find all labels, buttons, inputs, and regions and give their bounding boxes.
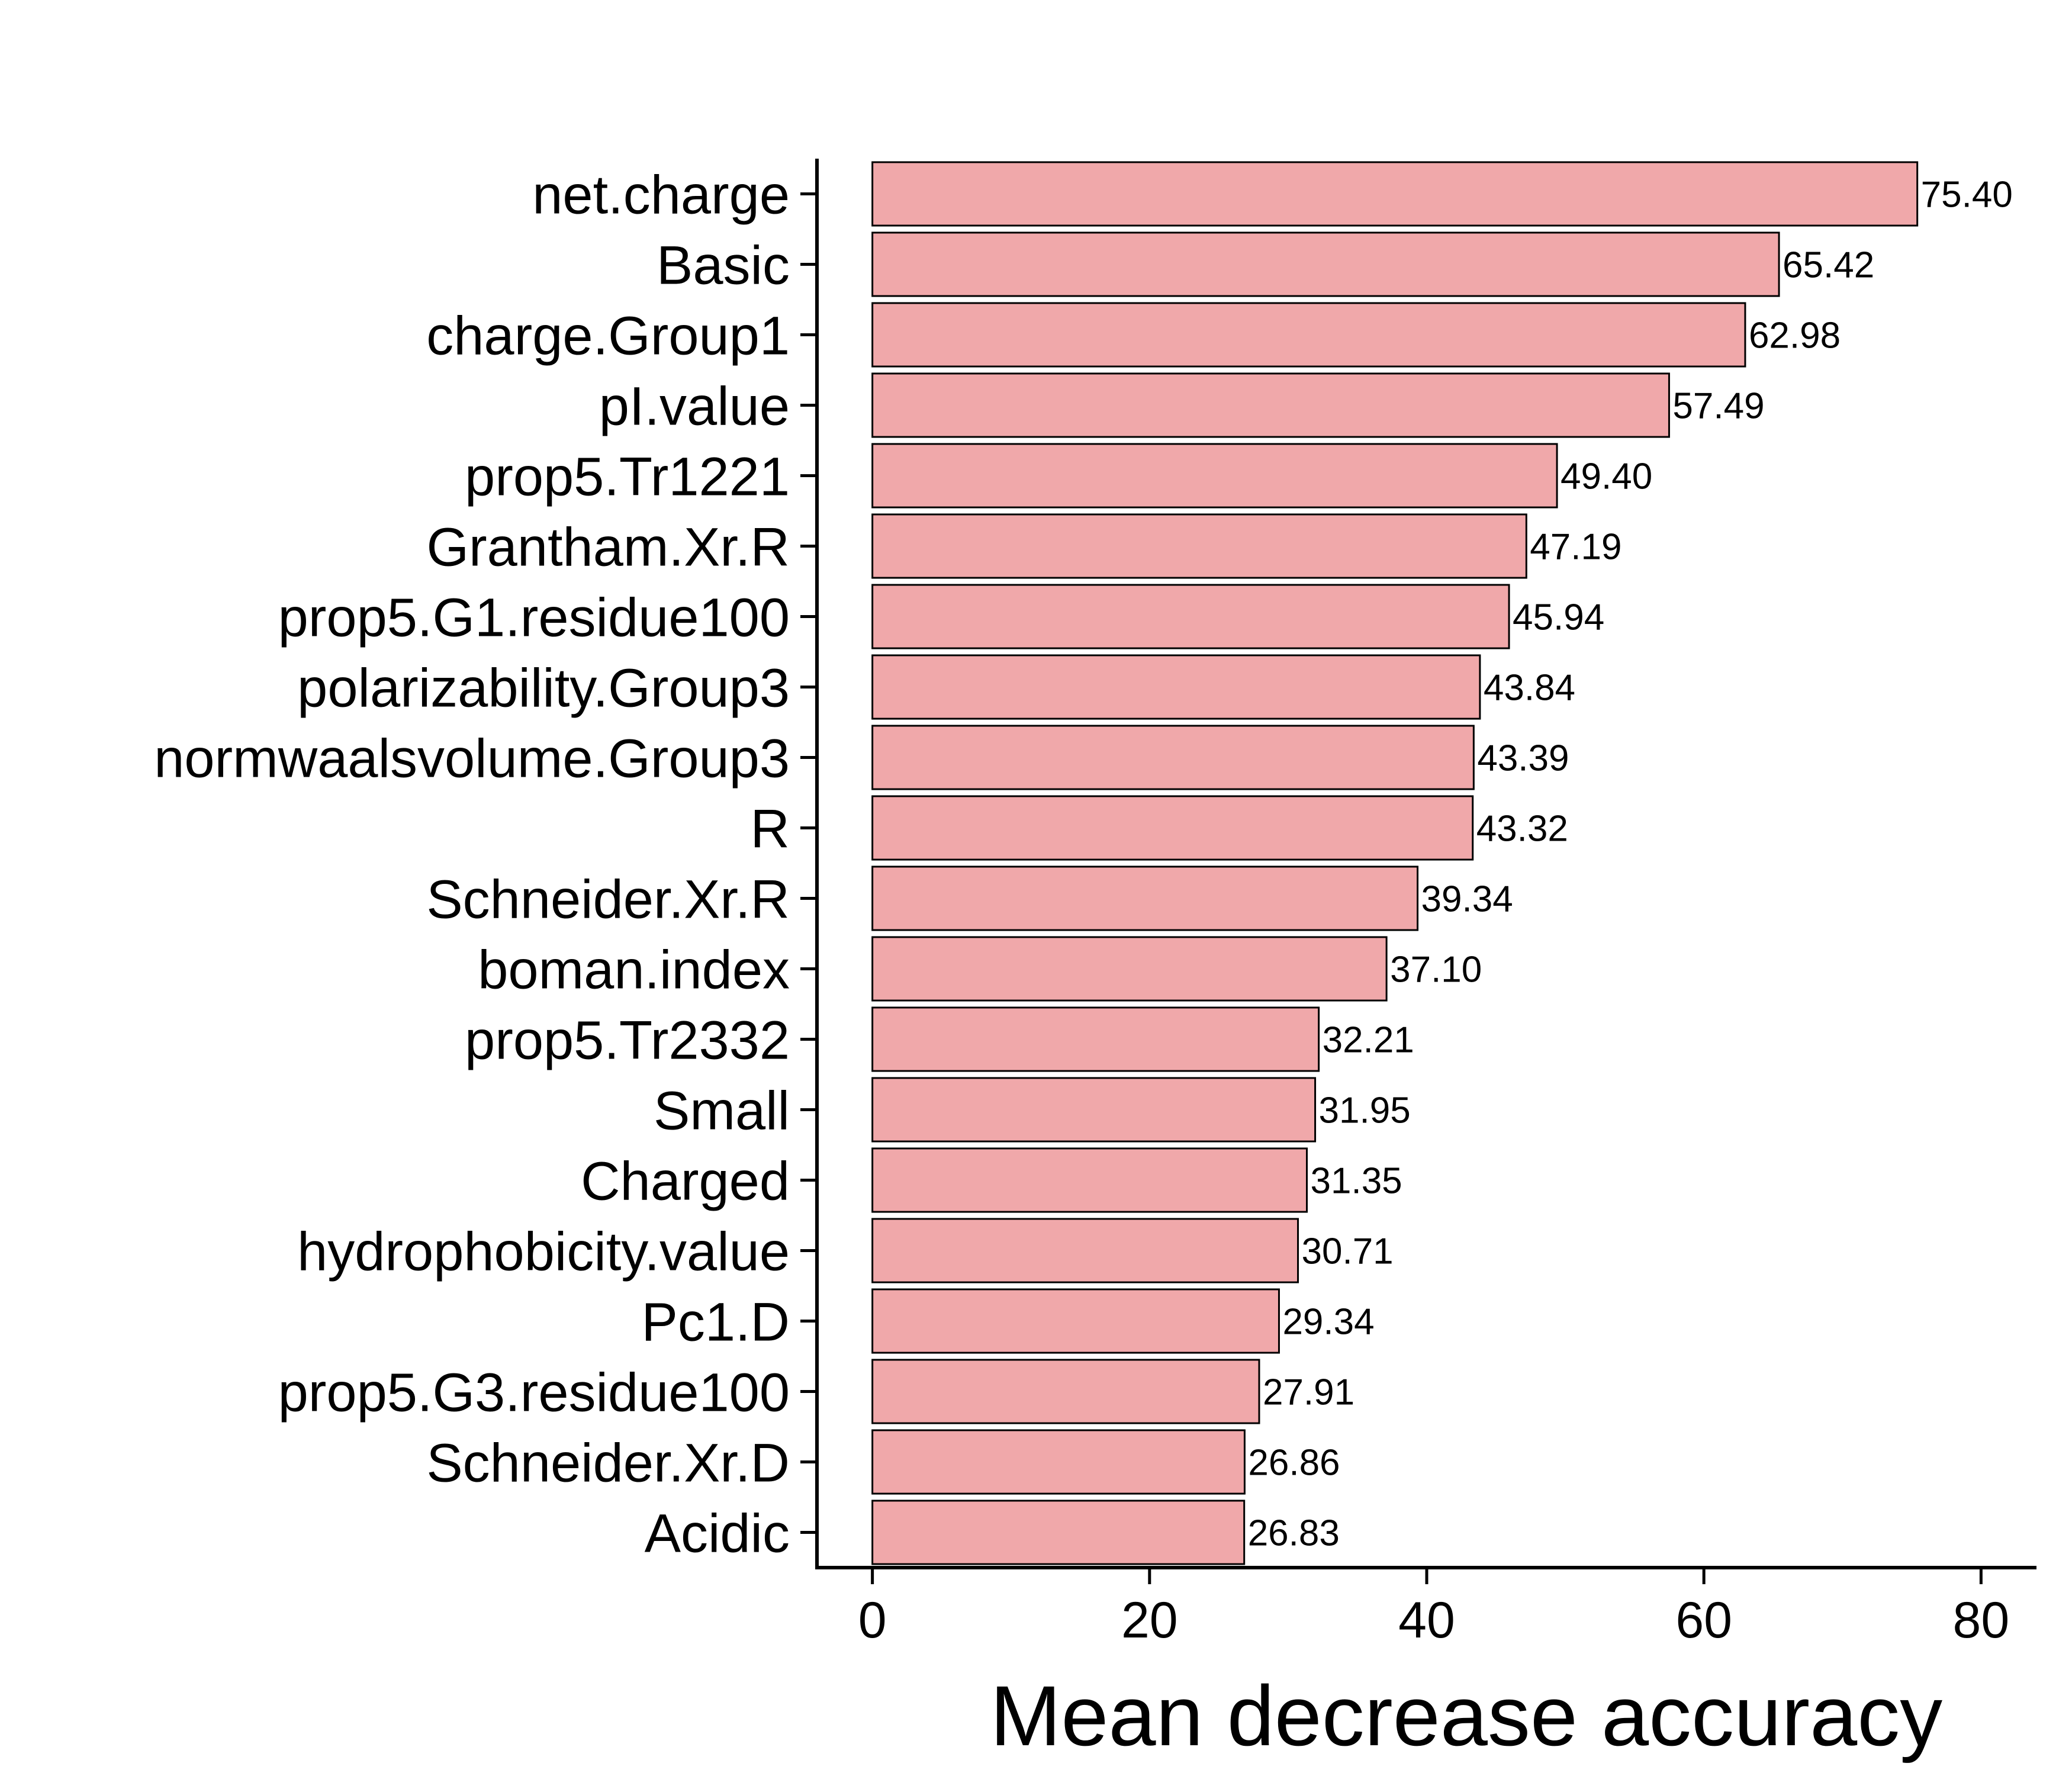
bar-polarizability.Group3 — [871, 654, 1481, 720]
bar-Basic — [871, 231, 1780, 297]
x-tick-label: 80 — [1953, 1592, 2010, 1649]
value-label: 26.86 — [1248, 1443, 1340, 1484]
value-label: 43.84 — [1484, 668, 1575, 709]
value-labels-layer: 75.40 65.42 62.98 57.49 49.40 47.19 45.94 43.84… — [1248, 175, 2013, 1554]
category-label: R — [751, 799, 790, 860]
value-label: 37.10 — [1390, 950, 1482, 990]
x-tick-label: 0 — [858, 1592, 887, 1649]
bar-normwaalsvolume.Group3 — [871, 725, 1475, 790]
bar-Small — [871, 1077, 1317, 1143]
bar-pI.value — [871, 372, 1670, 438]
y-ticks-layer — [800, 192, 817, 1534]
bar-hydrophobicity.value — [871, 1218, 1299, 1283]
value-label: 32.21 — [1323, 1020, 1414, 1061]
category-label: prop5.Tr1221 — [465, 447, 790, 507]
bar-prop5.Tr1221 — [871, 443, 1558, 509]
value-label: 65.42 — [1783, 245, 1874, 286]
bars-layer — [871, 161, 1919, 1565]
category-label: polarizability.Group3 — [297, 658, 790, 719]
x-tick-label: 60 — [1675, 1592, 1732, 1649]
value-label: 47.19 — [1530, 527, 1621, 568]
bar-prop5.Tr2332 — [871, 1006, 1320, 1072]
bar-prop5.G1.residue100 — [871, 584, 1510, 649]
bar-Charged — [871, 1147, 1308, 1213]
category-label: Basic — [657, 236, 790, 296]
x-tick-label: 20 — [1121, 1592, 1178, 1649]
bar-charge.Group1 — [871, 302, 1746, 368]
bar-R — [871, 795, 1474, 861]
bar-Schneider.Xr.D — [871, 1429, 1246, 1495]
bar-Pc1.D — [871, 1288, 1280, 1354]
category-label: hydrophobicity.value — [297, 1222, 790, 1282]
bar-Acidic — [871, 1500, 1246, 1565]
bar-Schneider.Xr.R — [871, 866, 1419, 931]
category-label: prop5.Tr2332 — [465, 1011, 790, 1071]
bar-net.charge — [871, 161, 1919, 227]
value-label: 29.34 — [1282, 1302, 1374, 1343]
value-label: 31.95 — [1319, 1090, 1411, 1131]
category-label: Grantham.Xr.R — [426, 517, 790, 578]
bar-prop5.G3.residue100 — [871, 1359, 1260, 1424]
value-label: 43.32 — [1476, 809, 1568, 850]
x-tick-label: 40 — [1398, 1592, 1455, 1649]
value-label: 57.49 — [1672, 386, 1764, 427]
category-label: prop5.G3.residue100 — [278, 1363, 790, 1423]
category-label: pI.value — [599, 377, 790, 437]
category-label: Schneider.Xr.R — [426, 870, 790, 930]
category-label: net.charge — [532, 165, 790, 226]
category-labels-layer: net.charge Basic charge.Group1 pI.value prop… — [154, 165, 790, 1564]
category-label: Pc1.D — [641, 1292, 790, 1353]
value-label: 26.83 — [1248, 1513, 1340, 1554]
value-label: 43.39 — [1477, 738, 1569, 779]
value-label: 31.35 — [1311, 1161, 1402, 1202]
value-label: 30.71 — [1302, 1231, 1394, 1272]
value-label: 27.91 — [1263, 1372, 1354, 1413]
bar-Grantham.Xr.R — [871, 513, 1527, 579]
value-label: 45.94 — [1513, 597, 1604, 638]
category-label: prop5.G1.residue100 — [278, 588, 790, 648]
category-label: Schneider.Xr.D — [426, 1433, 790, 1494]
category-label: Charged — [581, 1151, 790, 1212]
category-label: Acidic — [645, 1504, 790, 1564]
value-label: 49.40 — [1561, 456, 1652, 497]
category-label: normwaalsvolume.Group3 — [154, 729, 790, 789]
x-ticks-layer: 0 20 40 60 80 — [858, 1568, 2009, 1649]
value-label: 75.40 — [1921, 175, 2013, 215]
value-label: 39.34 — [1421, 879, 1513, 920]
category-label: charge.Group1 — [426, 306, 790, 366]
bar-boman.index — [871, 936, 1388, 1002]
category-label: boman.index — [478, 940, 790, 1000]
value-label: 62.98 — [1749, 316, 1841, 356]
category-label: Small — [654, 1081, 790, 1141]
x-axis-title: Mean decrease accuracy — [990, 1668, 1942, 1764]
